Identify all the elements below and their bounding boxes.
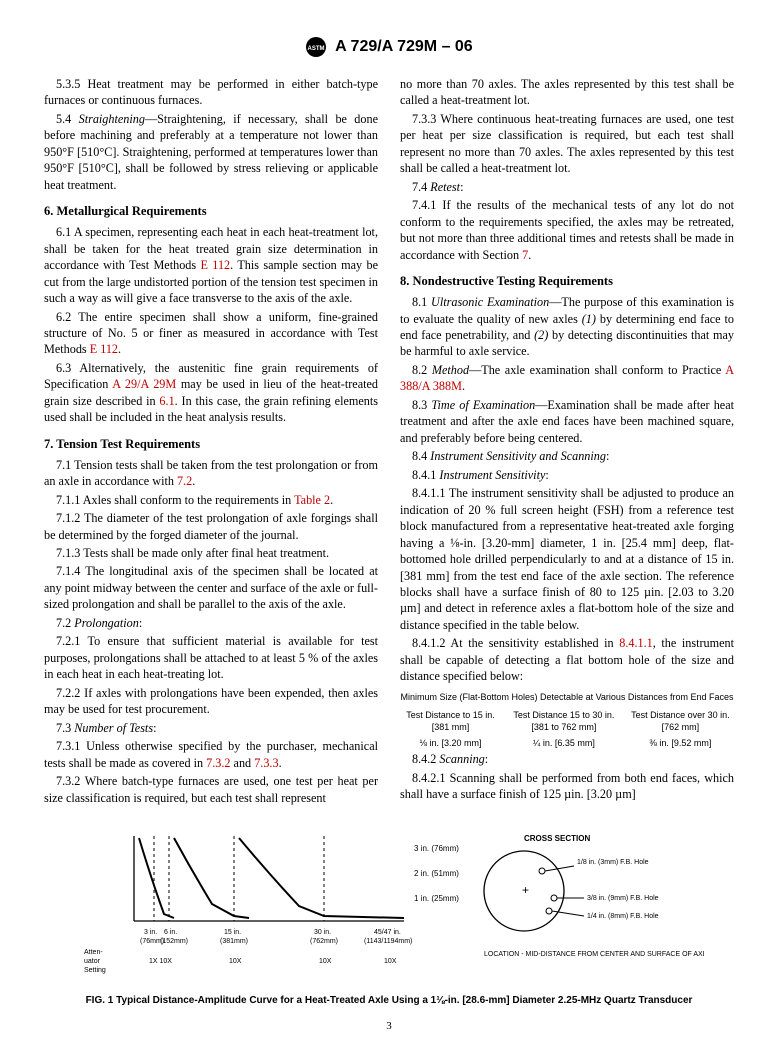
para-8-2: 8.2 Method—The axle examination shall co… bbox=[400, 362, 734, 395]
svg-text:CROSS SECTION: CROSS SECTION bbox=[524, 834, 590, 843]
svg-text:10X: 10X bbox=[319, 958, 332, 965]
svg-text:10X: 10X bbox=[229, 958, 242, 965]
svg-text:1/8 in. (3mm) F.B. Hole: 1/8 in. (3mm) F.B. Hole bbox=[577, 859, 649, 866]
mini-table-title: Minimum Size (Flat-Bottom Holes) Detecta… bbox=[400, 691, 734, 703]
svg-text:Atten-: Atten- bbox=[84, 949, 103, 956]
mini-th1: Test Distance to 15 in. [381 mm] bbox=[400, 707, 501, 735]
ref-a29[interactable]: A 29/A 29M bbox=[112, 377, 176, 391]
heading-7: 7. Tension Test Requirements bbox=[44, 436, 378, 453]
para-7-1-1: 7.1.1 Axles shall conform to the require… bbox=[44, 492, 378, 508]
svg-text:45/47 in.: 45/47 in. bbox=[374, 929, 401, 936]
para-7-1-4: 7.1.4 The longitudinal axis of the speci… bbox=[44, 563, 378, 612]
svg-text:30 in.: 30 in. bbox=[314, 929, 331, 936]
para-8-3: 8.3 Time of Examination—Examination shal… bbox=[400, 397, 734, 446]
ref-table2[interactable]: Table 2 bbox=[294, 493, 330, 507]
svg-text:Setting: Setting bbox=[84, 967, 106, 974]
spec-id: A 729/A 729M – 06 bbox=[335, 38, 473, 55]
para-6-1: 6.1 A specimen, representing each heat i… bbox=[44, 224, 378, 306]
para-7-1-2: 7.1.2 The diameter of the test prolongat… bbox=[44, 510, 378, 543]
mini-th2: Test Distance 15 to 30 in. [381 to 762 m… bbox=[501, 707, 627, 735]
para-7-2-2: 7.2.2 If axles with prolongations have b… bbox=[44, 685, 378, 718]
para-7-3-2-cont: no more than 70 axles. The axles represe… bbox=[400, 76, 734, 109]
para-7-4: 7.4 Retest: bbox=[400, 179, 734, 195]
ref-e112-2[interactable]: E 112 bbox=[90, 342, 118, 356]
svg-text:1/4 in. (8mm) F.B. Hole: 1/4 in. (8mm) F.B. Hole bbox=[587, 913, 659, 920]
svg-text:2 in. (51mm): 2 in. (51mm) bbox=[414, 869, 459, 878]
ref-e112[interactable]: E 112 bbox=[201, 258, 231, 272]
para-8-4: 8.4 Instrument Sensitivity and Scanning: bbox=[400, 448, 734, 464]
svg-text:1X 10X: 1X 10X bbox=[149, 958, 172, 965]
figure-1: 3 in. (76mm) 2 in. (51mm) 1 in. (25mm) 3… bbox=[44, 826, 734, 1006]
para-7-1: 7.1 Tension tests shall be taken from th… bbox=[44, 457, 378, 490]
ref-7-2[interactable]: 7.2 bbox=[177, 474, 192, 488]
para-5-4: 5.4 Straightening—Straightening, if nece… bbox=[44, 111, 378, 193]
heading-6: 6. Metallurgical Requirements bbox=[44, 203, 378, 220]
para-8-1: 8.1 Ultrasonic Examination—The purpose o… bbox=[400, 294, 734, 360]
para-6-3: 6.3 Alternatively, the austenitic fine g… bbox=[44, 360, 378, 426]
page-number: 3 bbox=[44, 1020, 734, 1032]
para-8-4-1-2: 8.4.1.2 At the sensitivity established i… bbox=[400, 635, 734, 684]
svg-text:(762mm): (762mm) bbox=[310, 938, 338, 945]
ref-7-3-2[interactable]: 7.3.2 bbox=[206, 756, 230, 770]
para-7-4-1: 7.4.1 If the results of the mechanical t… bbox=[400, 197, 734, 263]
svg-text:(1143/1194mm): (1143/1194mm) bbox=[364, 938, 412, 945]
figure-1-svg: 3 in. (76mm) 2 in. (51mm) 1 in. (25mm) 3… bbox=[74, 826, 704, 986]
svg-text:+: + bbox=[522, 883, 529, 897]
svg-text:1 in. (25mm): 1 in. (25mm) bbox=[414, 894, 459, 903]
para-8-4-1-1: 8.4.1.1 The instrument sensitivity shall… bbox=[400, 485, 734, 633]
para-5-3-5: 5.3.5 Heat treatment may be performed in… bbox=[44, 76, 378, 109]
svg-text:(152mm): (152mm) bbox=[160, 938, 188, 945]
page-header: ASTM A 729/A 729M – 06 bbox=[44, 36, 734, 58]
para-8-4-1: 8.4.1 Instrument Sensitivity: bbox=[400, 467, 734, 483]
svg-text:ASTM: ASTM bbox=[308, 46, 325, 52]
svg-text:(381mm): (381mm) bbox=[220, 938, 248, 945]
para-7-3-3: 7.3.3 Where continuous heat-treating fur… bbox=[400, 111, 734, 177]
para-6-2: 6.2 The entire specimen shall show a uni… bbox=[44, 309, 378, 358]
svg-text:3 in.: 3 in. bbox=[144, 929, 157, 936]
para-7-3: 7.3 Number of Tests: bbox=[44, 720, 378, 736]
mini-r1: ⅛ in. [3.20 mm] bbox=[400, 735, 501, 751]
svg-text:uator: uator bbox=[84, 958, 101, 965]
svg-text:3 in. (76mm): 3 in. (76mm) bbox=[414, 844, 459, 853]
right-column: no more than 70 axles. The axles represe… bbox=[400, 76, 734, 808]
para-7-2: 7.2 Prolongation: bbox=[44, 615, 378, 631]
heading-8: 8. Nondestructive Testing Requirements bbox=[400, 273, 734, 290]
mini-r3: ⅜ in. [9.52 mm] bbox=[627, 735, 734, 751]
svg-text:LOCATION - MID-DISTANCE FROM C: LOCATION - MID-DISTANCE FROM CENTER AND … bbox=[484, 951, 704, 958]
mini-table: Test Distance to 15 in. [381 mm] Test Di… bbox=[400, 707, 734, 751]
svg-text:3/8 in. (9mm) F.B. Hole: 3/8 in. (9mm) F.B. Hole bbox=[587, 895, 659, 902]
para-7-3-2: 7.3.2 Where batch-type furnaces are used… bbox=[44, 773, 378, 806]
para-8-4-2: 8.4.2 Scanning: bbox=[400, 751, 734, 767]
mini-r2: ¼ in. [6.35 mm] bbox=[501, 735, 627, 751]
left-column: 5.3.5 Heat treatment may be performed in… bbox=[44, 76, 378, 808]
figure-1-caption: FIG. 1 Typical Distance-Amplitude Curve … bbox=[44, 995, 734, 1006]
svg-text:6 in.: 6 in. bbox=[164, 929, 177, 936]
para-7-1-3: 7.1.3 Tests shall be made only after fin… bbox=[44, 545, 378, 561]
svg-text:15 in.: 15 in. bbox=[224, 929, 241, 936]
para-7-3-1: 7.3.1 Unless otherwise specified by the … bbox=[44, 738, 378, 771]
ref-7-3-3[interactable]: 7.3.3 bbox=[254, 756, 278, 770]
svg-text:10X: 10X bbox=[384, 958, 397, 965]
ref-6-1[interactable]: 6.1 bbox=[159, 394, 174, 408]
para-7-2-1: 7.2.1 To ensure that sufficient material… bbox=[44, 633, 378, 682]
ref-8411[interactable]: 8.4.1.1 bbox=[619, 636, 653, 650]
mini-th3: Test Distance over 30 in. [762 mm] bbox=[627, 707, 734, 735]
astm-logo-icon: ASTM bbox=[305, 36, 327, 58]
para-8-4-2-1: 8.4.2.1 Scanning shall be performed from… bbox=[400, 770, 734, 803]
